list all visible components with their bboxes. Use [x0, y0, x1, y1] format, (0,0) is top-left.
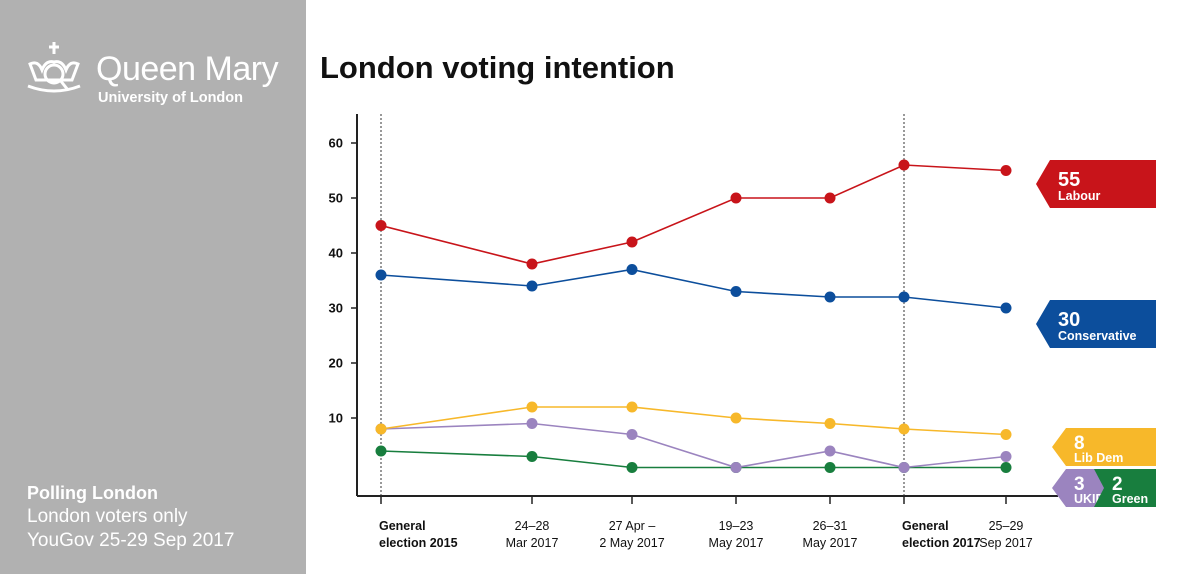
data-point-lib-dem	[375, 423, 387, 435]
data-point-ukip	[824, 445, 836, 457]
data-point-lib-dem	[626, 401, 638, 413]
data-point-conservative	[730, 286, 742, 297]
sidebar-panel: Queen Mary University of London Polling …	[0, 0, 306, 574]
x-tick-label: May 2017	[709, 536, 764, 550]
data-point-ukip	[626, 429, 638, 440]
data-point-conservative	[626, 264, 638, 275]
poll-series-name: Polling London	[27, 483, 158, 503]
data-point-labour	[898, 159, 910, 171]
data-point-green	[824, 462, 836, 473]
y-tick-label: 10	[329, 411, 343, 426]
brand-subtitle: University of London	[98, 90, 243, 106]
data-point-conservative	[824, 291, 836, 303]
y-tick-label: 20	[329, 356, 343, 371]
end-label-value: 3	[1074, 474, 1085, 495]
series-line-labour	[380, 164, 1007, 265]
end-label-tag	[1094, 469, 1156, 507]
end-label-tag	[1036, 160, 1156, 208]
data-point-lib-dem	[730, 412, 742, 424]
y-tick-label: 50	[329, 191, 343, 206]
x-tick-label: 2 May 2017	[599, 536, 664, 550]
end-label-value: 2	[1112, 474, 1123, 495]
end-label-name: Lib Dem	[1074, 451, 1123, 465]
chart-title: London voting intention	[320, 50, 675, 85]
data-point-lib-dem	[526, 401, 538, 413]
y-tick-label: 30	[329, 301, 343, 316]
poll-source: YouGov 25-29 Sep 2017	[27, 530, 235, 551]
x-tick-label: General	[902, 519, 949, 533]
data-point-labour	[375, 220, 387, 231]
queen-mary-logo: Queen Mary University of London	[24, 40, 284, 110]
end-label-tag	[1052, 469, 1104, 507]
data-point-ukip	[898, 462, 910, 473]
end-label-value: 8	[1074, 433, 1085, 454]
x-tick-label: Mar 2017	[506, 536, 559, 550]
data-point-green	[626, 462, 638, 473]
end-label-name: Green	[1112, 492, 1148, 506]
x-tick-label: 25–29	[989, 519, 1024, 533]
data-point-ukip	[730, 462, 742, 473]
data-point-labour	[1000, 165, 1012, 176]
end-label-value: 55	[1058, 169, 1080, 191]
series-line-conservative	[380, 268, 1007, 309]
x-tick-label: 24–28	[515, 519, 550, 533]
data-point-lib-dem	[824, 418, 836, 429]
end-label-tag	[1036, 300, 1156, 348]
x-tick-label: General	[379, 519, 426, 533]
data-point-labour	[730, 192, 742, 204]
y-tick-label: 60	[329, 136, 343, 151]
data-point-green	[526, 451, 538, 462]
x-tick-label: 19–23	[719, 519, 754, 533]
x-tick-label: 27 Apr –	[609, 519, 656, 533]
poll-info: Polling London London voters only YouGov…	[27, 481, 234, 553]
end-label-value: 30	[1058, 309, 1080, 331]
data-point-conservative	[1000, 302, 1012, 314]
end-label-name: Labour	[1058, 189, 1100, 203]
data-point-green	[375, 445, 387, 457]
data-point-lib-dem	[1000, 429, 1012, 440]
data-point-labour	[526, 258, 538, 270]
data-point-lib-dem	[898, 423, 910, 435]
data-point-conservative	[375, 269, 387, 281]
end-label-tag	[1052, 428, 1156, 466]
data-point-labour	[824, 192, 836, 204]
series-line-lib-dem	[380, 406, 1007, 436]
x-tick-label: election 2017	[902, 536, 981, 550]
x-tick-label: 26–31	[813, 519, 848, 533]
data-point-labour	[626, 236, 638, 248]
data-point-green	[1000, 462, 1012, 473]
data-point-ukip	[1000, 451, 1012, 462]
data-point-ukip	[526, 418, 538, 429]
y-tick-label: 40	[329, 246, 343, 261]
end-label-name: Conservative	[1058, 329, 1137, 343]
data-point-conservative	[526, 280, 538, 292]
poll-sample: London voters only	[27, 506, 188, 527]
x-tick-label: election 2015	[379, 536, 458, 550]
x-tick-label: May 2017	[803, 536, 858, 550]
voting-intention-chart: 10 20 30 40 50 60 General election 2015 24–28 Mar…	[329, 114, 1156, 550]
brand-name: Queen Mary	[96, 50, 279, 88]
crown-crest-icon	[27, 42, 81, 93]
x-tick-label: Sep 2017	[979, 536, 1033, 550]
data-point-conservative	[898, 291, 910, 303]
